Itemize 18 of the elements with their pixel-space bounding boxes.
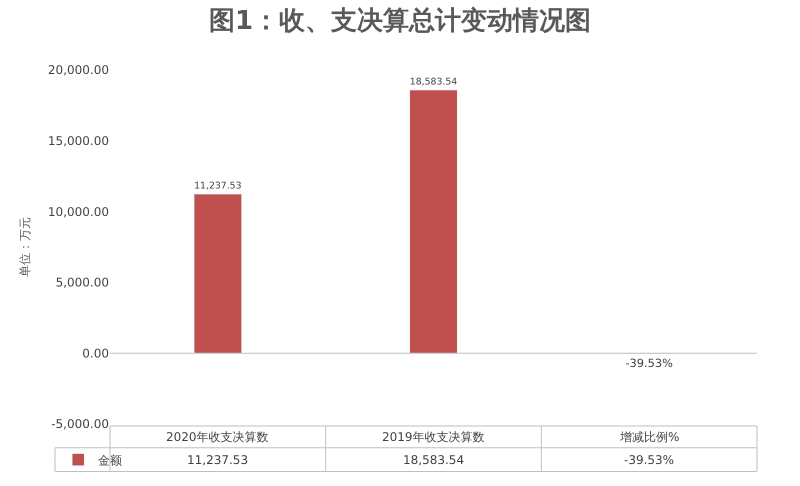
data-label: 18,583.54 — [403, 453, 464, 467]
text: 18,583.54 — [410, 76, 458, 88]
y-axis-title: 单位：万元 — [18, 217, 32, 277]
chart-title: 图1：收、支决算总计变动情况图 — [208, 6, 592, 36]
y-tick-label: -5,000.00 — [51, 417, 109, 432]
data-label: 11,237.53 — [187, 453, 248, 467]
legend-label: 金额 — [98, 453, 122, 468]
y-tick-label: 20,000.00 — [48, 63, 109, 78]
x-tick-label: 增减比例% — [619, 430, 680, 444]
y-tick-label: 5,000.00 — [56, 276, 109, 290]
data-label: -39.53% — [624, 453, 674, 467]
x-tick-label: 2019年收支决算数 — [382, 430, 485, 444]
text: -39.53% — [625, 356, 673, 370]
y-tick-label: 0.00 — [82, 346, 109, 360]
x-tick-label: 2020年收支决算数 — [166, 430, 269, 444]
text: 11,237.53 — [194, 180, 242, 192]
y-tick-label: 10,000.00 — [48, 204, 109, 219]
y-tick-label: 15,000.00 — [48, 134, 109, 148]
